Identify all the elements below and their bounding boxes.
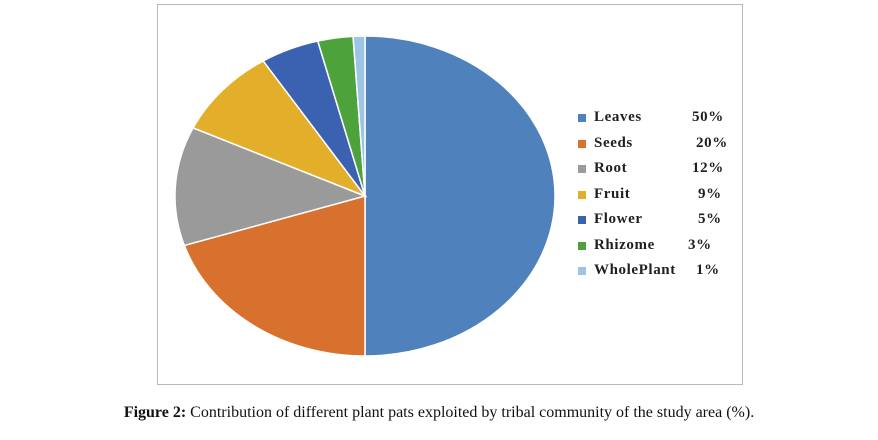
legend-item-wholeplant: WholePlant 1% [578, 260, 738, 286]
pie-slice-fruit [192, 59, 368, 198]
legend-item-rhizome: Rhizome 3% [578, 235, 738, 261]
legend-label: Rhizome [594, 236, 655, 253]
legend-label: Leaves [594, 109, 642, 125]
legend-value: 12% [692, 160, 724, 176]
chart-frame: Leaves 50% Seeds 20% Root 12% Fruit 9% Flower 5% R… [157, 4, 743, 385]
legend: Leaves 50% Seeds 20% Root 12% Fruit 9% Flower 5% R… [578, 107, 738, 286]
figure-caption: Figure 2: Contribution of different plan… [0, 404, 878, 422]
legend-swatch [578, 216, 586, 224]
caption-label: Figure 2: [123, 404, 187, 421]
pie-slice-wholeplant [352, 35, 366, 197]
legend-value: 9% [698, 185, 722, 202]
legend-label: Flower [594, 211, 643, 227]
legend-item-flower: Flower 5% [578, 209, 738, 235]
legend-swatch [578, 241, 586, 250]
legend-item-leaves: Leaves 50% [578, 107, 738, 133]
pie-chart [174, 35, 556, 357]
legend-swatch [578, 190, 586, 199]
legend-item-root: Root 12% [578, 158, 738, 184]
legend-value: 50% [692, 109, 724, 125]
legend-label: Fruit [594, 185, 631, 202]
legend-value: 5% [698, 211, 722, 227]
legend-swatch [578, 267, 586, 275]
legend-value: 20% [696, 134, 728, 151]
legend-value: 3% [688, 236, 712, 253]
pie-slice-root [174, 126, 368, 247]
legend-swatch [578, 139, 586, 148]
pie-slice-seeds [183, 195, 366, 357]
legend-swatch [578, 114, 586, 122]
legend-label: Root [594, 160, 628, 176]
legend-label: Seeds [594, 134, 633, 151]
legend-item-fruit: Fruit 9% [578, 184, 738, 210]
legend-value: 1% [696, 262, 720, 278]
legend-swatch [578, 165, 586, 173]
legend-item-seeds: Seeds 20% [578, 133, 738, 159]
caption-text: Contribution of different plant pats exp… [186, 404, 755, 421]
pie-slice-leaves [364, 35, 556, 357]
legend-label: WholePlant [594, 262, 676, 278]
